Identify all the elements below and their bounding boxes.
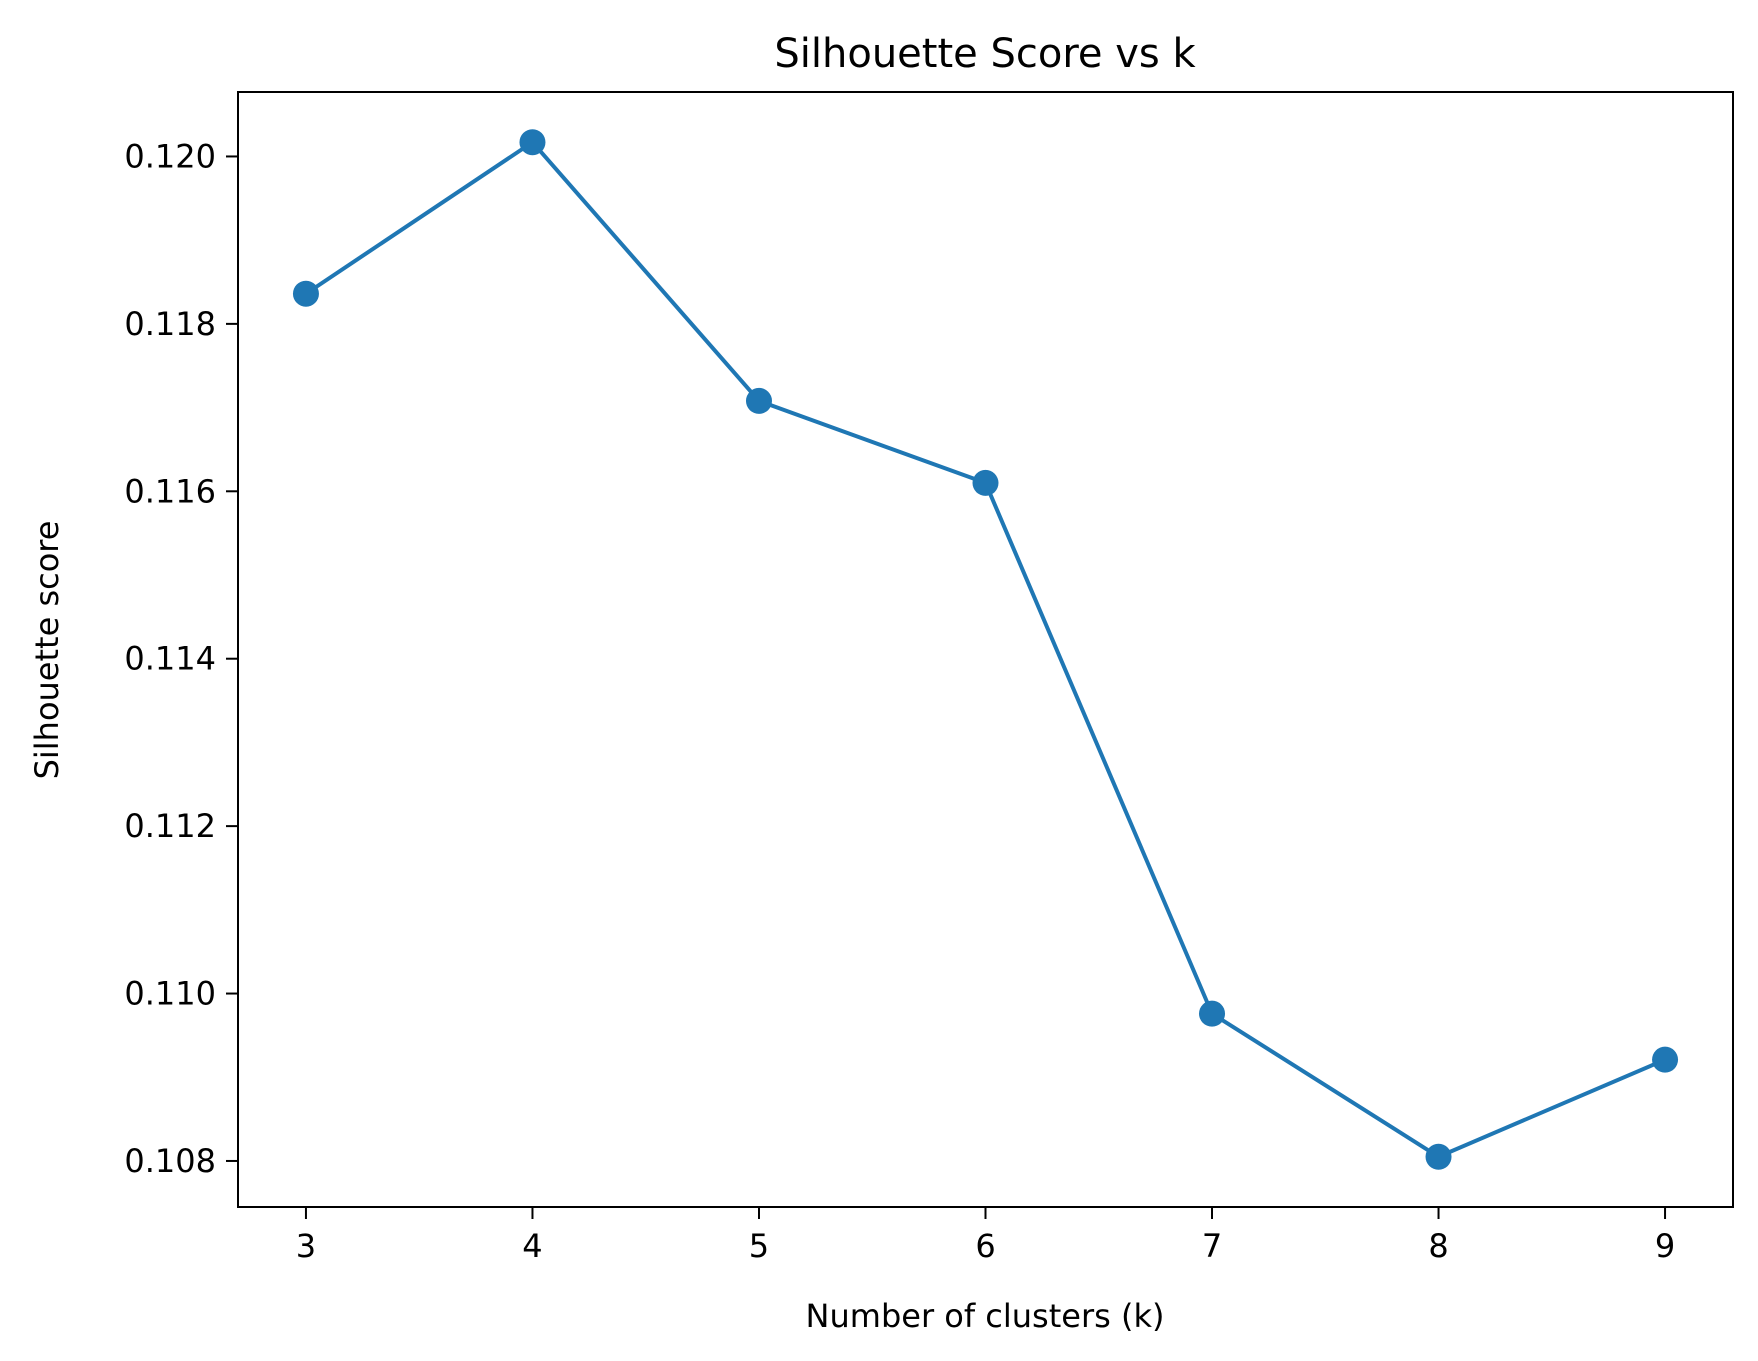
x-tick-label: 8 <box>1428 1227 1448 1265</box>
x-tick-label: 3 <box>296 1227 316 1265</box>
y-tick-label: 0.110 <box>124 975 216 1013</box>
x-tick-label: 5 <box>749 1227 769 1265</box>
series-layer <box>292 129 1679 1170</box>
x-tick-label: 4 <box>522 1227 542 1265</box>
data-point <box>1199 1000 1226 1027</box>
plot-frame <box>237 91 1734 1208</box>
y-tick-label: 0.114 <box>124 640 216 678</box>
data-point <box>292 280 319 307</box>
data-point <box>972 469 999 496</box>
x-tick-label: 6 <box>975 1227 995 1265</box>
chart-title: Silhouette Score vs k <box>774 31 1196 77</box>
y-tick-label: 0.118 <box>124 305 216 343</box>
data-point <box>519 129 546 156</box>
data-point <box>1425 1143 1452 1170</box>
data-point <box>745 387 772 414</box>
x-axis-label: Number of clusters (k) <box>806 1297 1165 1335</box>
y-tick-label: 0.108 <box>124 1142 216 1180</box>
y-axis-ticks: 0.108 0.110 0.112 0.114 0.116 0.118 0.120 <box>124 137 238 1180</box>
x-tick-label: 9 <box>1655 1227 1675 1265</box>
data-point <box>1652 1046 1679 1073</box>
y-tick-label: 0.116 <box>124 472 216 510</box>
y-axis-label: Silhouette score <box>28 521 66 780</box>
y-tick-label: 0.120 <box>124 137 216 175</box>
y-tick-label: 0.112 <box>124 807 216 845</box>
x-axis-ticks: 3 4 5 6 7 8 9 <box>296 1207 1675 1265</box>
x-tick-label: 7 <box>1202 1227 1222 1265</box>
